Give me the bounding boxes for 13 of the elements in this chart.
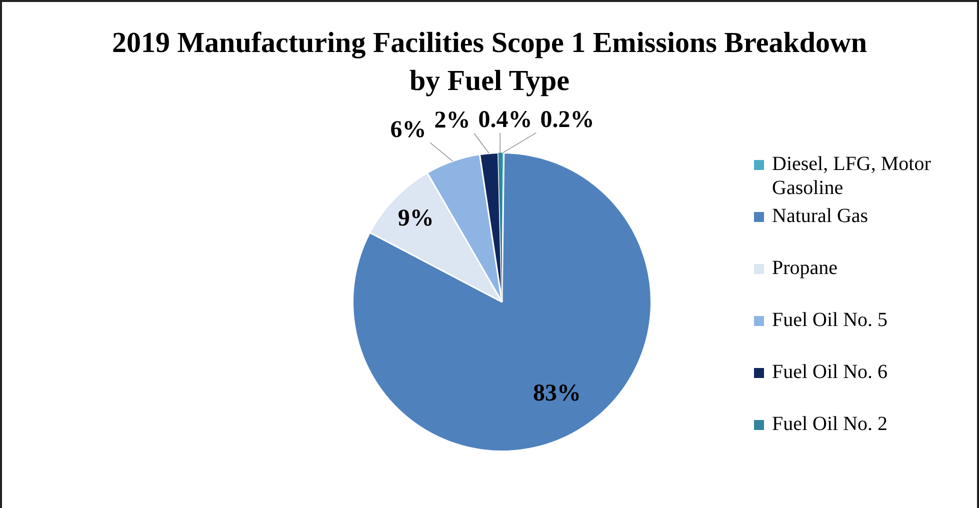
legend-label: Propane <box>772 256 838 280</box>
data-label: 2% <box>434 108 470 134</box>
data-label: 9% <box>398 206 434 232</box>
legend-label: Fuel Oil No. 6 <box>772 360 888 384</box>
data-label: 0.2% <box>540 106 594 133</box>
legend-label: Fuel Oil No. 5 <box>772 308 888 332</box>
chart-title: 2019 Manufacturing Facilities Scope 1 Emissions Breakdown by Fuel Type <box>110 26 868 99</box>
legend-label: Fuel Oil No. 2 <box>772 412 888 436</box>
data-label: 0.4% <box>478 106 532 133</box>
data-label: 6% <box>390 116 426 143</box>
data-label: 83% <box>532 380 581 407</box>
legend-label: Diesel, LFG, Motor Gasoline <box>772 152 932 200</box>
legend-label: Natural Gas <box>772 204 868 228</box>
